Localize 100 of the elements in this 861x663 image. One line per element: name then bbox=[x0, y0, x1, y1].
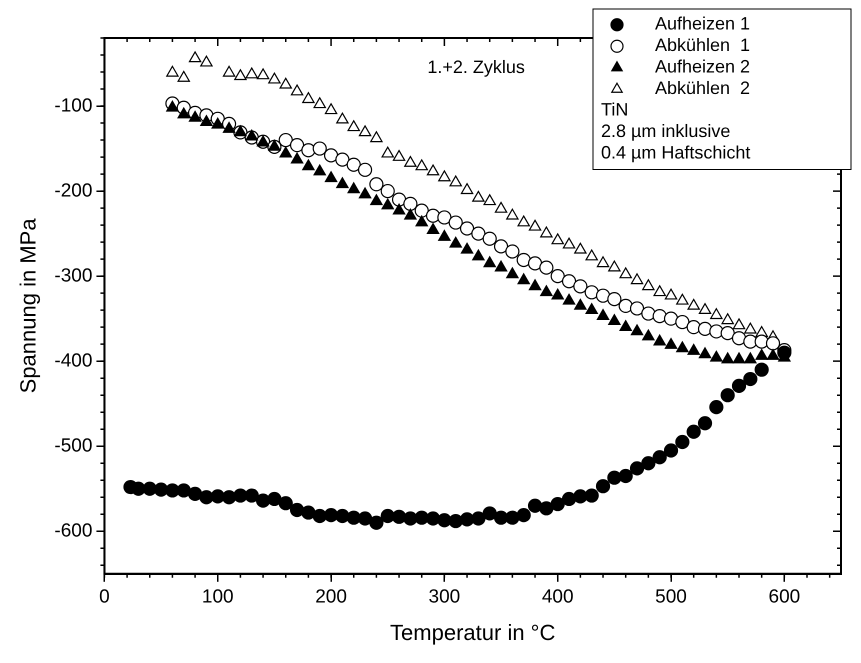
point bbox=[573, 489, 588, 504]
point bbox=[573, 279, 588, 294]
x-axis-title: Temperatur in °C bbox=[390, 620, 556, 645]
point bbox=[472, 249, 485, 260]
point bbox=[483, 194, 496, 206]
point bbox=[290, 152, 304, 164]
y-tick-label: -200 bbox=[54, 180, 92, 202]
point bbox=[608, 314, 621, 326]
x-tick-label: 0 bbox=[99, 586, 110, 608]
point bbox=[698, 347, 712, 358]
point bbox=[710, 308, 723, 320]
point bbox=[698, 322, 712, 336]
annotation: 2.8 µm inklusive bbox=[601, 121, 730, 142]
point bbox=[505, 244, 520, 259]
x-tick-label: 300 bbox=[428, 586, 460, 608]
point bbox=[154, 482, 168, 497]
point bbox=[471, 511, 486, 526]
point bbox=[506, 267, 519, 278]
point bbox=[687, 344, 700, 355]
point bbox=[506, 208, 519, 220]
point bbox=[619, 320, 632, 332]
point bbox=[290, 502, 304, 518]
point bbox=[720, 388, 735, 402]
point bbox=[676, 294, 689, 305]
point bbox=[471, 226, 486, 241]
point bbox=[642, 329, 655, 340]
point bbox=[460, 221, 474, 236]
point bbox=[348, 120, 360, 132]
point bbox=[562, 294, 576, 305]
point bbox=[483, 256, 496, 268]
point bbox=[246, 130, 258, 141]
point bbox=[720, 326, 735, 340]
y-tick-label: -500 bbox=[54, 435, 92, 456]
point bbox=[540, 226, 553, 238]
point bbox=[246, 67, 258, 78]
point bbox=[449, 236, 462, 248]
point bbox=[551, 233, 564, 244]
point bbox=[676, 341, 689, 352]
point bbox=[200, 56, 213, 67]
point bbox=[165, 483, 180, 498]
point bbox=[426, 164, 440, 176]
point bbox=[324, 171, 338, 182]
point bbox=[404, 208, 417, 220]
point bbox=[290, 138, 304, 152]
point bbox=[743, 372, 758, 386]
annotation: 1.+2. Zyklus bbox=[427, 56, 525, 77]
point bbox=[551, 288, 564, 300]
point bbox=[437, 210, 452, 225]
point bbox=[244, 488, 259, 503]
point bbox=[222, 490, 236, 504]
point bbox=[426, 223, 440, 234]
point bbox=[675, 434, 690, 450]
point bbox=[494, 202, 508, 213]
point bbox=[619, 267, 632, 278]
point bbox=[664, 338, 678, 349]
point bbox=[301, 143, 316, 158]
point bbox=[348, 182, 360, 194]
point bbox=[460, 242, 474, 254]
y-tick-label: -300 bbox=[54, 265, 92, 286]
point bbox=[437, 513, 452, 528]
point bbox=[516, 508, 531, 522]
point bbox=[336, 112, 349, 124]
point bbox=[200, 115, 213, 126]
point bbox=[369, 177, 384, 192]
point bbox=[608, 260, 621, 272]
point bbox=[380, 184, 395, 198]
point bbox=[641, 456, 656, 470]
point bbox=[392, 510, 406, 524]
point bbox=[234, 125, 247, 136]
point bbox=[222, 66, 236, 77]
point bbox=[528, 220, 542, 231]
point bbox=[324, 148, 338, 162]
point bbox=[280, 146, 292, 158]
point bbox=[324, 508, 338, 522]
point bbox=[710, 350, 723, 362]
point bbox=[335, 152, 350, 167]
legend-label: Abkühlen 2 bbox=[655, 78, 750, 98]
point bbox=[550, 496, 565, 512]
point bbox=[188, 110, 202, 122]
point bbox=[766, 336, 780, 350]
point bbox=[482, 232, 497, 246]
point bbox=[268, 72, 281, 84]
x-tick-label: 100 bbox=[202, 586, 234, 608]
point bbox=[188, 51, 202, 62]
point bbox=[585, 303, 598, 314]
point bbox=[698, 416, 712, 430]
point bbox=[494, 510, 508, 525]
y-axis-title: Spannung in MPa bbox=[15, 218, 40, 394]
point bbox=[664, 443, 678, 458]
point bbox=[686, 320, 701, 334]
point bbox=[222, 122, 236, 133]
point bbox=[743, 334, 758, 349]
point bbox=[686, 424, 701, 439]
point bbox=[664, 288, 678, 300]
point bbox=[607, 470, 622, 485]
point bbox=[312, 508, 327, 524]
point bbox=[438, 230, 451, 241]
legend-label: Abkühlen 1 bbox=[655, 35, 750, 56]
point bbox=[652, 309, 667, 324]
point bbox=[256, 136, 270, 146]
